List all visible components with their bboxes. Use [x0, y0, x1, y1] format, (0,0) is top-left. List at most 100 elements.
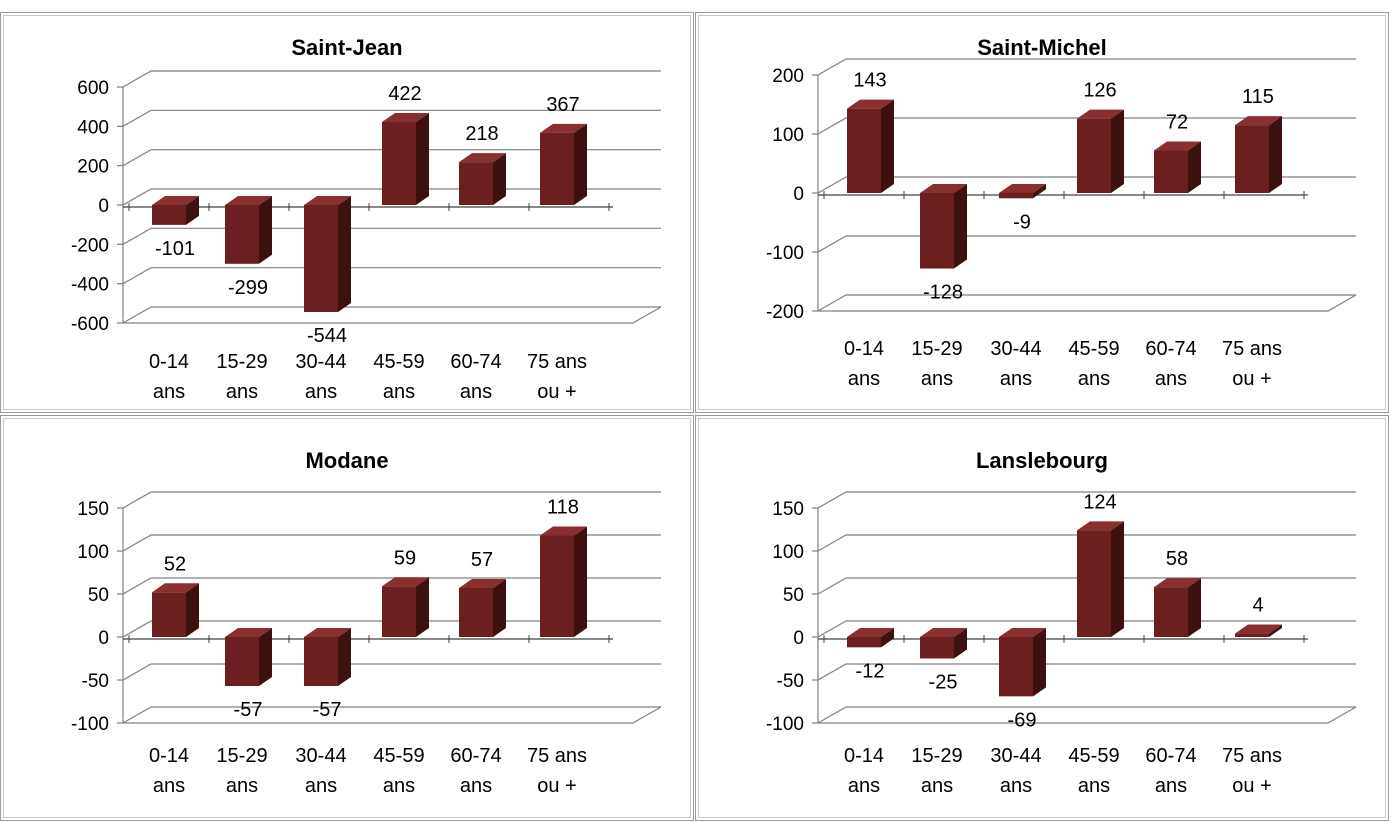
bar-side	[416, 577, 429, 637]
bar-side	[1188, 141, 1201, 193]
y-tick-label: 100	[772, 125, 804, 146]
y-tick-label: 0	[98, 628, 109, 649]
bar-front	[999, 637, 1033, 697]
bar-top	[847, 628, 894, 637]
bar-chart-modane: 150 100 50 0 -50 -100 52 -57 -57 59 57 118 0-14 ans 15…	[71, 491, 662, 797]
gridline	[817, 235, 1356, 253]
data-label: 218	[465, 123, 498, 145]
bar-side	[259, 628, 272, 687]
gridline	[122, 491, 661, 509]
bar-top	[1235, 116, 1282, 126]
gridline	[817, 663, 1356, 681]
data-label: -57	[313, 699, 342, 721]
bar	[1235, 116, 1282, 193]
bar-front	[1154, 150, 1188, 193]
bar-chart-saint-jean: 600 400 200 0 -200 -400 -600 -101 -299 -544 422 218…	[71, 70, 662, 403]
x-tick-label: 0-14 ans	[844, 745, 884, 797]
bar-side	[186, 196, 199, 225]
bar-top	[1077, 109, 1124, 119]
bar-chart-lanslebourg: 150 100 50 0 -50 -100 -12 -25 -69 124 58 4 0-14 ans 15…	[766, 491, 1357, 797]
data-label: -101	[155, 238, 195, 260]
bar-chart-saint-michel: 200 100 0 -100 -200 143 -128 -9 126 72 115 0-14 ans 1…	[766, 58, 1357, 390]
bar-front	[152, 592, 186, 637]
x-tick-label: 15-29 ans	[911, 745, 962, 797]
gridline	[122, 70, 661, 88]
bar-front	[999, 193, 1033, 199]
bar-front	[1077, 530, 1111, 637]
bar	[920, 628, 967, 659]
y-tick-label: -100	[766, 243, 804, 264]
gridline	[817, 294, 1356, 312]
data-label: 143	[853, 70, 886, 92]
data-label: -25	[929, 672, 958, 694]
y-tick-label: 400	[77, 117, 109, 138]
bar-front	[540, 132, 574, 205]
data-label: -299	[228, 277, 268, 299]
gridline	[122, 706, 661, 724]
x-tick-label: 30-44 ans	[990, 745, 1041, 797]
data-label: 118	[547, 497, 579, 519]
bar-side	[954, 628, 967, 659]
chart-title: Modane	[305, 448, 389, 473]
x-tick-label: 45-59 ans	[373, 745, 424, 797]
bar-front	[225, 205, 259, 264]
chart-panel-lanslebourg: Lanslebourg 150 100 50 0 -50 -100 -12 -25 -69 124…	[695, 415, 1389, 821]
floor-edge	[123, 706, 662, 724]
data-label: -128	[923, 282, 963, 304]
bar-front	[304, 205, 338, 312]
bar-top	[1235, 624, 1282, 634]
gridline	[122, 577, 661, 595]
gridline	[122, 227, 661, 245]
bar-side	[338, 628, 351, 687]
bar-side	[1269, 116, 1282, 193]
gridline	[122, 663, 661, 681]
y-tick-label: -50	[777, 671, 804, 692]
x-tick-label: 45-59 ans	[1068, 745, 1119, 797]
bar	[225, 196, 272, 264]
bar-side	[259, 196, 272, 264]
y-tick-label: -600	[71, 314, 109, 335]
bar-top	[847, 99, 894, 109]
x-tick-label: 0-14 ans	[149, 745, 189, 797]
chart-title: Saint-Jean	[291, 35, 403, 60]
data-label: -69	[1008, 709, 1037, 731]
chart-panel-modane: Modane 150 100 50 0 -50 -100 52 -57 -57 59 57 118 0-…	[0, 415, 694, 821]
bar-front	[920, 193, 954, 269]
bar-side	[881, 628, 894, 648]
bar	[1154, 578, 1201, 637]
x-tick-label: 45-59 ans	[373, 351, 424, 403]
y-tick-label: -50	[82, 671, 109, 692]
x-tick-label: 75 ans ou +	[527, 745, 587, 797]
bar-top	[540, 123, 587, 133]
x-tick-label: 30-44 ans	[990, 338, 1041, 390]
data-label: -57	[234, 699, 263, 721]
bar-side	[954, 184, 967, 269]
bar-top	[382, 113, 429, 123]
bar	[847, 99, 894, 193]
bar-front	[1077, 118, 1111, 193]
y-tick-label: 0	[793, 184, 804, 205]
bar	[382, 113, 429, 205]
x-tick-label: 60-74 ans	[450, 351, 501, 403]
data-label: 115	[1242, 86, 1274, 108]
y-tick-label: -200	[71, 235, 109, 256]
y-tick-label: 150	[772, 499, 804, 520]
bar-top	[459, 578, 506, 588]
bar-front	[382, 586, 416, 637]
x-tick-label: 30-44 ans	[295, 745, 346, 797]
gridline	[817, 117, 1356, 135]
chart-title: Lanslebourg	[975, 448, 1108, 473]
y-tick-label: -100	[766, 714, 804, 735]
x-tick-label: 60-74 ans	[1145, 745, 1196, 797]
x-tick-label: 15-29 ans	[216, 351, 267, 403]
data-label: 72	[1166, 112, 1188, 134]
bar	[920, 184, 967, 269]
bar-top	[459, 153, 506, 163]
y-tick-label: 50	[783, 585, 804, 606]
x-tick-label: 0-14 ans	[149, 351, 189, 403]
bar-side	[1269, 624, 1282, 637]
data-label: -12	[856, 660, 885, 682]
bar-front	[459, 162, 493, 205]
y-tick-label: -400	[71, 275, 109, 296]
bar-top	[382, 577, 429, 587]
